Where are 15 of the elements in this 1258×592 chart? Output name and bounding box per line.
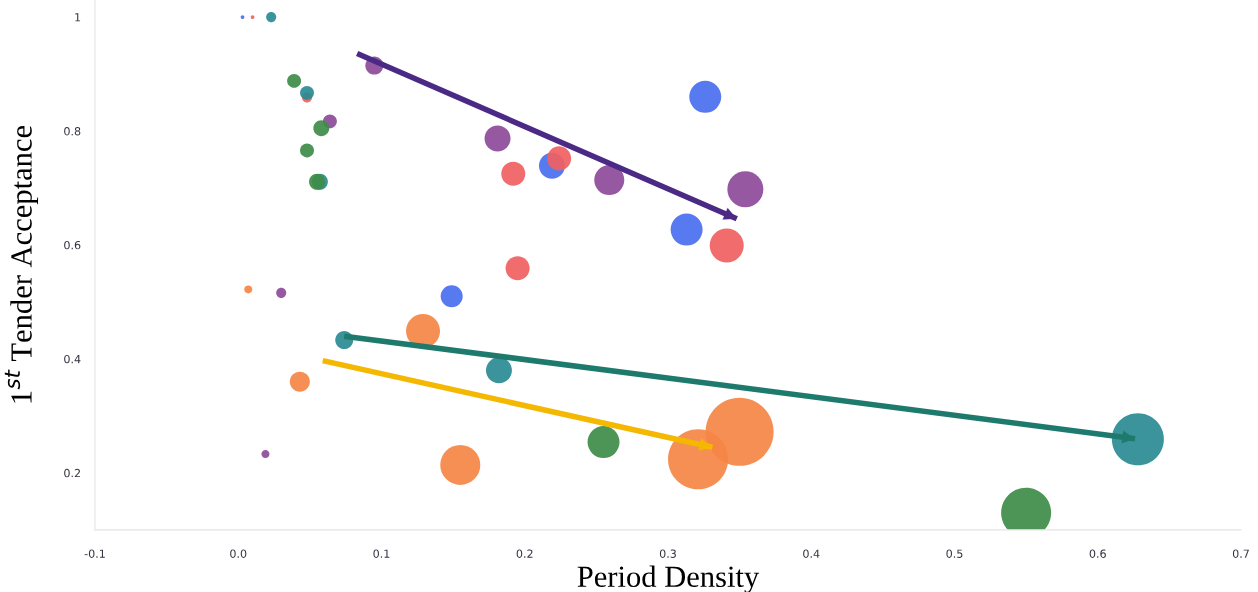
y-tick-label: 1	[75, 13, 81, 22]
x-tick-label: 0.7	[1232, 549, 1249, 558]
y-tick-label: 0.4	[64, 354, 81, 364]
x-tick-label: 0.5	[946, 549, 963, 558]
x-tick-label: 0.1	[373, 549, 390, 558]
x-tick-label: 0.0	[230, 549, 247, 558]
y-tick-label: 0.6	[64, 240, 81, 250]
y-tick-label: 0.8	[64, 127, 81, 136]
y-tick-label: 0.2	[64, 468, 80, 478]
x-tick-label: 0.6	[1089, 549, 1106, 558]
x-tick-label: 0.2	[516, 549, 533, 558]
x-tick-label: 0.3	[659, 549, 676, 558]
x-tick-label: 0.4	[803, 549, 820, 558]
y-axis-title: 1$^{st}$ Tender Acceptance	[4, 126, 39, 403]
x-tick-label: -0.1	[84, 549, 105, 558]
